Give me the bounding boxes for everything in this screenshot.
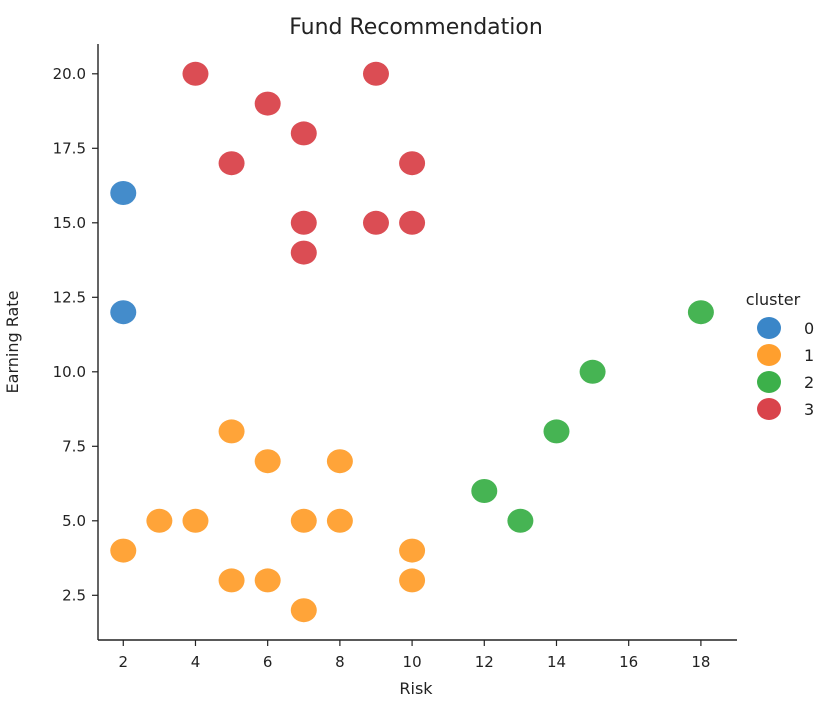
data-point [254, 91, 281, 116]
data-point [290, 240, 317, 265]
data-point [218, 419, 245, 444]
data-point [254, 449, 281, 474]
data-point [399, 568, 426, 593]
data-point [290, 210, 317, 235]
y-tick-label: 5.0 [62, 512, 86, 530]
y-tick-label: 17.5 [53, 139, 86, 157]
x-tick-label: 16 [619, 653, 638, 671]
x-tick-label: 8 [335, 653, 345, 671]
y-axis-label: Earning Rate [3, 291, 22, 394]
y-tick-label: 7.5 [62, 437, 86, 455]
x-tick-label: 12 [475, 653, 494, 671]
legend: cluster 0 1 2 3 [746, 290, 814, 420]
y-tick-label: 2.5 [62, 586, 86, 604]
plot-area: 2 4 6 8 10 12 14 16 18 2.5 5.0 7.5 10.0 12.5 15.0 17.5 2… [53, 44, 737, 671]
data-point [362, 210, 389, 235]
legend-label: 2 [804, 373, 814, 392]
data-point [218, 151, 245, 176]
data-point [399, 538, 426, 563]
data-point [326, 449, 353, 474]
data-point [110, 181, 137, 205]
x-tick-label: 14 [547, 653, 566, 671]
legend-marker [757, 371, 781, 393]
legend-label: 0 [804, 319, 814, 338]
x-tick-label: 6 [263, 653, 273, 671]
y-tick-label: 12.5 [53, 288, 86, 306]
data-point [326, 508, 353, 533]
legend-marker [757, 317, 781, 339]
x-tick-label: 18 [691, 653, 710, 671]
legend-label: 3 [804, 400, 814, 419]
data-point [687, 300, 714, 325]
data-point [110, 300, 137, 325]
data-point [110, 538, 137, 563]
x-tick-label: 10 [403, 653, 422, 671]
x-axis-label: Risk [399, 679, 433, 698]
data-point [290, 508, 317, 533]
x-tick-label: 4 [191, 653, 201, 671]
legend-label: 1 [804, 346, 814, 365]
y-tick-label: 20.0 [53, 65, 86, 83]
data-point [399, 151, 426, 176]
legend-marker [757, 344, 781, 366]
data-point [471, 479, 498, 503]
data-point [182, 508, 209, 533]
chart-title: Fund Recommendation [289, 15, 543, 40]
legend-title: cluster [746, 290, 801, 309]
data-point [290, 598, 317, 623]
y-tick-label: 15.0 [53, 214, 86, 232]
x-tick-label: 2 [118, 653, 128, 671]
y-tick-label: 10.0 [53, 363, 86, 381]
data-point [254, 568, 281, 593]
data-point [507, 508, 534, 533]
data-point [146, 508, 173, 533]
data-point [290, 121, 317, 146]
data-point [543, 419, 570, 444]
data-point [399, 210, 426, 235]
data-point [182, 61, 209, 86]
data-point [579, 359, 606, 384]
data-point [218, 568, 245, 593]
data-point [362, 61, 389, 86]
legend-marker [757, 398, 781, 420]
